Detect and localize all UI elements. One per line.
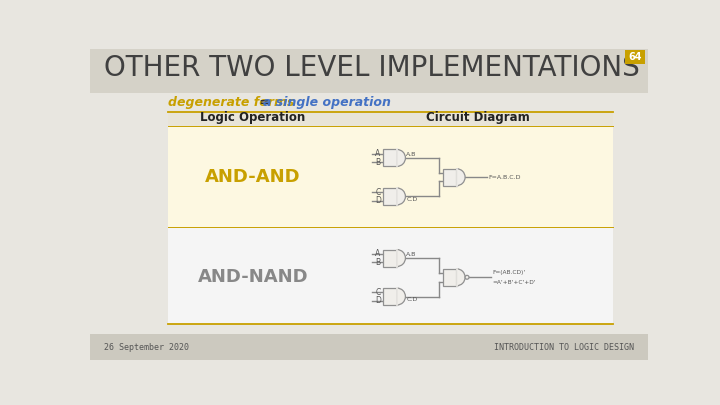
Bar	[90, 333, 648, 360]
Text: Circuit Diagram: Circuit Diagram	[426, 111, 529, 124]
Wedge shape	[397, 149, 405, 166]
Polygon shape	[383, 188, 397, 205]
Text: B: B	[376, 258, 381, 267]
Bar	[90, 49, 648, 93]
Text: AND-NAND: AND-NAND	[197, 268, 308, 286]
Text: A: A	[375, 249, 381, 258]
Polygon shape	[443, 169, 456, 185]
Text: Logic Operation: Logic Operation	[200, 111, 305, 124]
Wedge shape	[456, 169, 465, 185]
Wedge shape	[397, 249, 405, 266]
Circle shape	[465, 275, 469, 279]
Text: C.D: C.D	[406, 197, 418, 202]
Text: 64: 64	[628, 52, 642, 62]
Text: INTRODUCTION TO LOGIC DESIGN: INTRODUCTION TO LOGIC DESIGN	[494, 343, 634, 352]
Bar	[168, 227, 613, 324]
Text: A: A	[375, 149, 381, 158]
Text: C.D: C.D	[406, 297, 418, 302]
Bar	[168, 112, 613, 126]
Text: =: =	[255, 96, 274, 109]
Text: AND-AND: AND-AND	[205, 168, 300, 186]
Text: A.B: A.B	[406, 152, 417, 157]
Text: =A'+B'+C'+D': =A'+B'+C'+D'	[492, 279, 536, 285]
Text: degenerate forms: degenerate forms	[168, 96, 294, 109]
Text: D: D	[374, 296, 381, 305]
Bar	[625, 50, 645, 64]
Text: 26 September 2020: 26 September 2020	[104, 343, 189, 352]
Text: C: C	[375, 188, 381, 197]
Text: OTHER TWO LEVEL IMPLEMENTATIONS: OTHER TWO LEVEL IMPLEMENTATIONS	[104, 55, 639, 83]
Bar	[168, 126, 613, 227]
Polygon shape	[383, 149, 397, 166]
Text: a single operation: a single operation	[263, 96, 391, 109]
Polygon shape	[383, 249, 397, 266]
Wedge shape	[456, 269, 465, 286]
Text: B: B	[376, 158, 381, 167]
Wedge shape	[397, 288, 405, 305]
Polygon shape	[383, 288, 397, 305]
Text: F=(AB.CD)': F=(AB.CD)'	[492, 270, 526, 275]
Polygon shape	[443, 269, 456, 286]
Wedge shape	[397, 188, 405, 205]
Text: F=A.B.C.D: F=A.B.C.D	[488, 175, 521, 180]
Text: D: D	[374, 196, 381, 205]
Text: A.B: A.B	[406, 252, 417, 257]
Text: C: C	[375, 288, 381, 297]
